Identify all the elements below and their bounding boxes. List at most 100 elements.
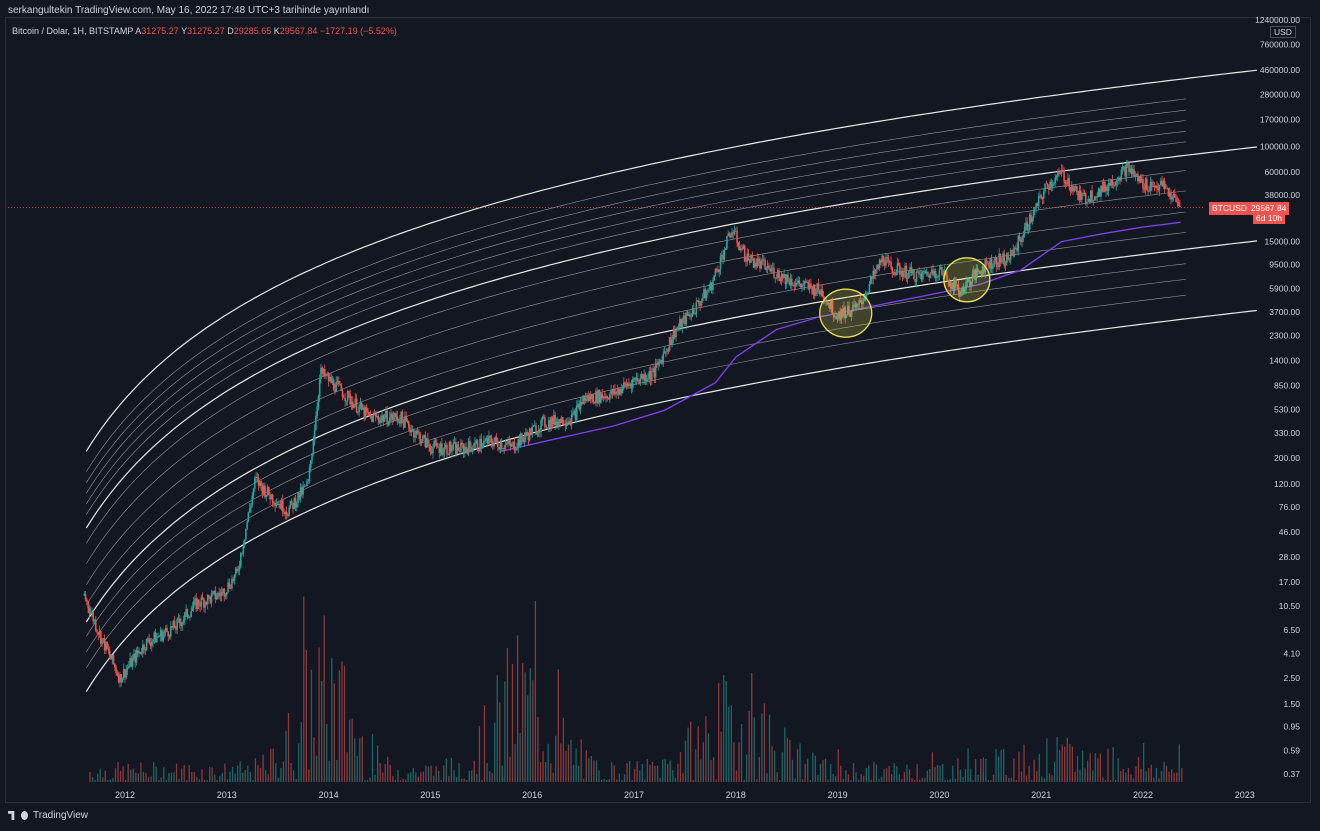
candle-body [835, 316, 838, 319]
candle-body [184, 612, 186, 620]
volume-bar [1130, 774, 1132, 782]
candle-body [855, 303, 858, 307]
volume-bar [196, 777, 198, 782]
candle-body [643, 374, 645, 380]
candle-body [722, 255, 724, 260]
candle-body [710, 282, 713, 291]
volume-bar [160, 777, 162, 782]
volume-bar [728, 706, 730, 782]
volume-bar [588, 758, 590, 782]
volume-bar [1163, 761, 1165, 782]
footer-brand[interactable]: TradingView [8, 810, 88, 821]
volume-bar [557, 669, 559, 782]
candle-body [790, 278, 793, 286]
candle-body [798, 280, 801, 284]
candle-body [187, 616, 190, 618]
candle-body [691, 308, 694, 317]
volume-bar [840, 765, 842, 782]
volume-bar [705, 716, 707, 782]
candle-body [507, 440, 509, 444]
volume-bar [819, 763, 822, 782]
volume-bar [290, 763, 292, 782]
volume-bar [193, 772, 196, 782]
candle-body [173, 620, 176, 629]
volume-bar [450, 757, 453, 782]
candle-body [278, 503, 280, 506]
candle-body [505, 443, 508, 445]
volume-bar [277, 777, 279, 782]
candle-body [882, 255, 885, 262]
volume-bar [997, 756, 1000, 782]
candle-body [1088, 198, 1091, 202]
volume-bar [374, 775, 376, 782]
volume-bar [743, 780, 745, 782]
volume-bar [801, 779, 804, 782]
candle-body [741, 248, 743, 250]
currency-selector[interactable]: USD [1270, 26, 1296, 38]
candle-body [612, 388, 615, 395]
candle-body [368, 412, 371, 416]
candle-body [891, 267, 894, 273]
candle-body [256, 476, 259, 478]
candle-body [334, 389, 336, 392]
volume-bar [863, 775, 865, 782]
volume-bar [142, 771, 145, 782]
candle-body [994, 257, 997, 261]
volume-bar [186, 780, 188, 782]
candle-body [232, 578, 234, 581]
candle-body [854, 305, 857, 307]
candle-body [382, 415, 385, 422]
volume-bar [962, 776, 964, 782]
volume-bar [1104, 780, 1107, 782]
volume-bar [677, 763, 679, 782]
volume-bar [916, 764, 918, 782]
candle-body [150, 641, 153, 646]
volume-bar [891, 774, 893, 782]
candle-body [598, 390, 601, 403]
candle-body [1046, 184, 1049, 189]
volume-bar [458, 762, 460, 782]
candle-body [761, 259, 764, 261]
candle-body [724, 248, 727, 251]
candle-body [156, 636, 158, 643]
candle-body [922, 271, 924, 280]
candle-body [1098, 188, 1101, 197]
volume-bar [684, 740, 687, 782]
candle-body [1063, 170, 1065, 182]
volume-bar [898, 774, 900, 782]
volume-bar [631, 780, 633, 782]
volume-bar [320, 680, 323, 782]
candle-body [369, 415, 372, 417]
volume-bar [410, 772, 412, 782]
candle-body [853, 304, 855, 306]
candle-body [264, 485, 266, 498]
candle-body [915, 272, 918, 283]
volume-bar [990, 780, 992, 782]
volume-bar [1013, 758, 1015, 782]
volume-bar [992, 774, 995, 782]
volume-bar [608, 779, 610, 782]
candle-body [779, 277, 782, 281]
volume-bar [486, 763, 488, 782]
volume-bar [748, 710, 750, 782]
x-tick-label: 2021 [1031, 790, 1051, 800]
candle-body [1138, 176, 1140, 182]
candle-body [586, 395, 588, 399]
candle-body [349, 394, 352, 405]
volume-bar [674, 777, 677, 782]
volume-bar [275, 763, 277, 782]
candle-body [755, 262, 757, 267]
candle-body [390, 413, 392, 418]
candle-body [168, 636, 171, 638]
volume-bar [583, 778, 585, 782]
volume-bar [130, 769, 132, 782]
candle-body [553, 414, 555, 425]
volume-bar [1178, 744, 1180, 782]
candle-body [128, 665, 130, 668]
volume-bar [432, 775, 435, 782]
candle-body [863, 298, 866, 301]
candle-body [112, 654, 115, 664]
candle-body [236, 568, 238, 571]
candle-body [670, 337, 672, 345]
